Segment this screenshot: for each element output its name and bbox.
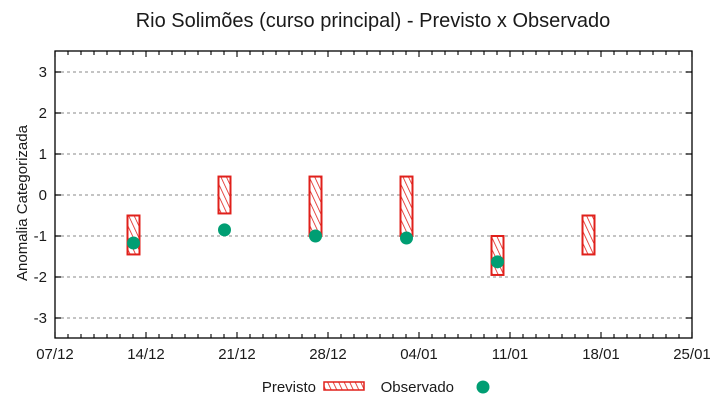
legend: Previsto Observado: [262, 379, 490, 396]
y-tick-label: -3: [34, 310, 47, 327]
forecast-range-box: [581, 214, 596, 256]
forecast-range-box: [399, 175, 414, 238]
x-tick-label: 04/01: [400, 346, 438, 363]
y-tick-label: -1: [34, 228, 47, 245]
x-tick-label: 28/12: [309, 346, 347, 363]
x-tick-label: 14/12: [127, 346, 165, 363]
y-tick-label: 1: [39, 146, 47, 163]
observed-point: [491, 255, 504, 269]
observed-point: [400, 231, 413, 245]
y-axis-ticks: 3 2 1 0 -1 -2 -3: [34, 64, 692, 327]
y-tick-label: 0: [39, 187, 47, 204]
observed-point: [127, 236, 140, 250]
chart-title: Rio Solimões (curso principal) - Previst…: [136, 10, 611, 32]
observed-point: [218, 223, 231, 237]
plot-frame: [54, 50, 693, 339]
x-tick-label: 25/01: [673, 346, 711, 363]
legend-label-previsto: Previsto: [262, 379, 316, 396]
grid-lines: [55, 71, 692, 319]
y-tick-label: -2: [34, 269, 47, 286]
x-axis-ticks: 07/12 14/12 21/12 28/12 04/01 11/01 18/01 25/01: [36, 51, 711, 363]
x-tick-label: 11/01: [492, 346, 528, 363]
y-axis-label: Anomalia Categorizada: [14, 124, 31, 281]
forecast-ranges: [126, 175, 596, 276]
observed-point: [309, 229, 322, 243]
x-tick-label: 21/12: [218, 346, 256, 363]
legend-label-observado: Observado: [381, 379, 454, 396]
x-tick-label: 18/01: [582, 346, 620, 363]
y-tick-label: 2: [39, 105, 47, 122]
forecast-range-box: [308, 175, 323, 238]
forecast-range-box: [217, 175, 232, 215]
observed-points: [127, 223, 504, 269]
y-tick-label: 3: [39, 64, 47, 81]
legend-circle-icon: [476, 380, 490, 394]
legend-hatched-box-icon: [323, 381, 365, 391]
x-tick-label: 07/12: [36, 346, 74, 363]
